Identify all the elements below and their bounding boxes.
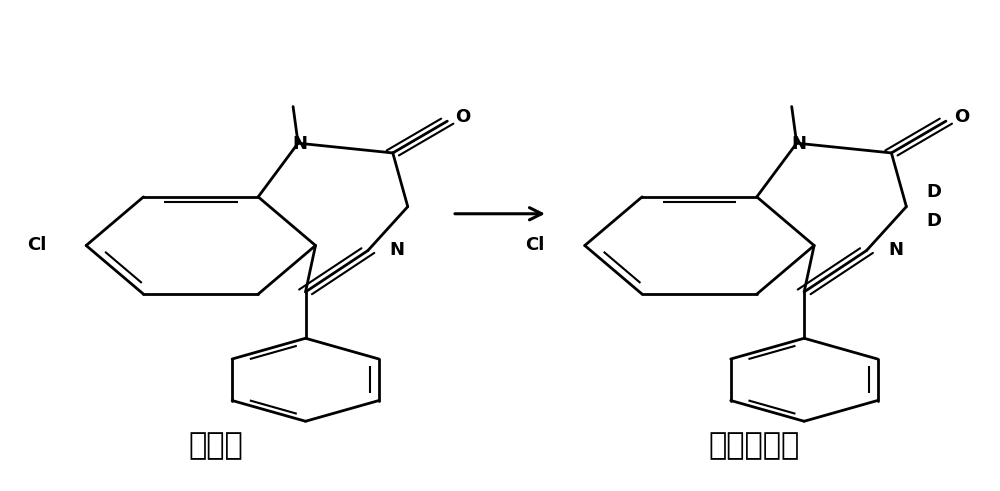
- Text: 氘代地西泮: 氘代地西泮: [709, 431, 800, 460]
- Text: N: N: [888, 241, 903, 259]
- Text: N: N: [293, 135, 308, 153]
- Text: D: D: [926, 183, 941, 201]
- Text: 地西泮: 地西泮: [188, 431, 243, 460]
- Text: D: D: [926, 212, 941, 230]
- Text: Cl: Cl: [27, 237, 46, 254]
- Text: O: O: [456, 108, 471, 126]
- Text: O: O: [954, 108, 969, 126]
- Text: Cl: Cl: [525, 237, 545, 254]
- Text: N: N: [390, 241, 405, 259]
- Text: N: N: [791, 135, 806, 153]
